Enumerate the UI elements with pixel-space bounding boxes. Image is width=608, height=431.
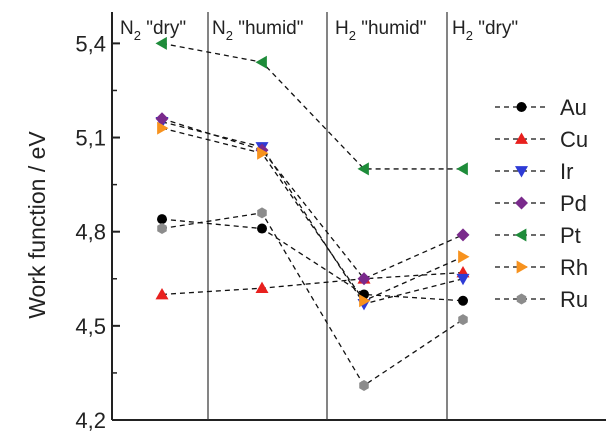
data-point-pt <box>456 162 468 176</box>
y-tick-label: 5,1 <box>75 126 106 151</box>
series-line-ru <box>161 212 464 387</box>
data-point-rh <box>157 121 169 135</box>
series-line-pd <box>161 118 464 280</box>
series-markers <box>155 36 470 391</box>
y-tick-label: 5,4 <box>75 31 106 56</box>
series-line-rh <box>161 127 464 302</box>
legend-label-ru: Ru <box>560 287 588 312</box>
data-point-pd <box>456 228 470 242</box>
data-point-ru <box>157 223 167 235</box>
data-point-au <box>257 223 267 234</box>
y-axis-title: Work function / eV <box>24 131 50 319</box>
legend-marker-au <box>516 102 527 112</box>
series-line-ir <box>161 121 464 305</box>
data-point-ru <box>359 379 369 391</box>
data-point-ru <box>458 314 468 326</box>
data-point-pd <box>357 272 371 286</box>
condition-label: H2 "dry" <box>452 18 518 43</box>
legend-label-pd: Pd <box>560 191 587 216</box>
data-point-pt <box>255 55 267 69</box>
y-tick-label: 4,8 <box>75 220 106 245</box>
data-point-rh <box>359 294 371 308</box>
series-lines <box>161 42 464 387</box>
data-point-cu <box>255 281 269 294</box>
data-point-rh <box>257 146 269 160</box>
condition-label: N2 "dry" <box>120 18 186 43</box>
data-point-pt <box>357 162 369 176</box>
legend-marker-ir <box>515 166 528 178</box>
data-point-pd <box>155 112 169 126</box>
condition-dividers <box>207 12 448 420</box>
series-line-cu <box>161 271 464 296</box>
plot-frame <box>111 12 606 421</box>
y-tick-label: 4,5 <box>75 314 106 339</box>
legend-marker-pt <box>515 228 527 242</box>
condition-label: H2 "humid" <box>335 18 427 43</box>
legend-marker-rh <box>516 260 528 274</box>
legend: Au Cu Ir Pd Pt Rh Ru <box>495 95 588 312</box>
data-point-au <box>458 295 468 306</box>
series-line-au <box>161 218 464 302</box>
legend-label-pt: Pt <box>560 223 581 248</box>
condition-labels: N2 "dry" N2 "humid" H2 "humid" H2 "dry" <box>120 18 518 43</box>
legend-marker-cu <box>515 132 528 144</box>
condition-label: N2 "humid" <box>212 18 304 43</box>
data-point-rh <box>458 250 470 264</box>
y-axis: 5,4 5,1 4,8 4,5 4,2 <box>75 31 120 431</box>
legend-label-ir: Ir <box>560 159 573 184</box>
series-line-pt <box>161 42 463 170</box>
legend-label-rh: Rh <box>560 255 588 280</box>
data-point-au <box>157 214 167 225</box>
legend-marker-pd <box>515 196 528 210</box>
legend-marker-ru <box>516 293 527 305</box>
y-tick-label: 4,2 <box>75 408 106 431</box>
data-point-cu <box>155 287 169 300</box>
data-point-ru <box>257 207 267 219</box>
legend-label-au: Au <box>560 95 587 120</box>
legend-label-cu: Cu <box>560 127 588 152</box>
data-point-pt <box>155 36 167 50</box>
data-point-ir <box>456 273 470 286</box>
